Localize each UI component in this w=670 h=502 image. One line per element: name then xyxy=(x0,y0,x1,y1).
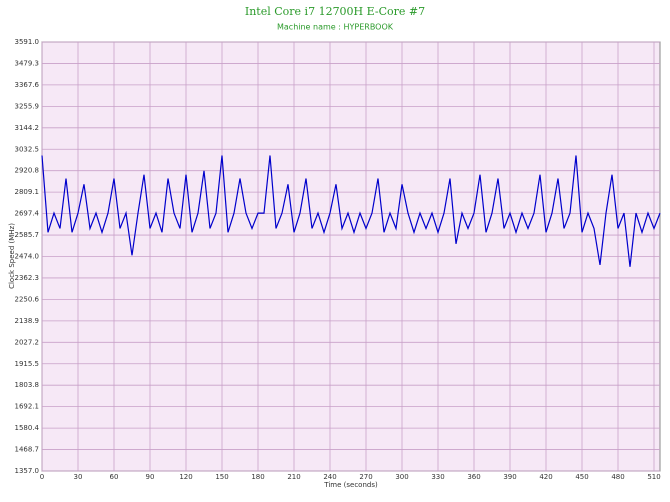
y-tick-label: 3255.9 xyxy=(15,102,40,110)
x-tick-label: 210 xyxy=(287,473,300,481)
y-tick-label: 3144.2 xyxy=(15,124,40,132)
y-tick-label: 3367.6 xyxy=(15,81,40,89)
y-tick-label: 2585.7 xyxy=(15,231,40,239)
y-tick-label: 3032.5 xyxy=(15,145,40,153)
x-tick-label: 150 xyxy=(215,473,228,481)
y-tick-label: 2697.4 xyxy=(15,210,40,218)
x-tick-label: 510 xyxy=(647,473,660,481)
y-tick-label: 2809.1 xyxy=(15,188,40,196)
x-tick-label: 30 xyxy=(74,473,83,481)
y-tick-label: 1468.7 xyxy=(15,446,40,454)
x-tick-label: 0 xyxy=(40,473,44,481)
x-tick-label: 360 xyxy=(467,473,480,481)
x-tick-label: 120 xyxy=(179,473,192,481)
x-tick-label: 270 xyxy=(359,473,372,481)
x-tick-label: 90 xyxy=(146,473,155,481)
chart-title: Intel Core i7 12700H E-Core #7 xyxy=(245,5,425,18)
y-axis-label: Clock Speed (MHz) xyxy=(8,223,16,289)
y-tick-label: 1915.5 xyxy=(15,360,40,368)
x-tick-label: 420 xyxy=(539,473,552,481)
x-tick-label: 450 xyxy=(575,473,588,481)
x-axis-label: Time (seconds) xyxy=(323,481,378,489)
y-tick-label: 1357.0 xyxy=(15,467,40,475)
y-tick-label: 2250.6 xyxy=(15,295,40,303)
x-tick-label: 300 xyxy=(395,473,408,481)
y-tick-label: 2474.0 xyxy=(15,253,40,261)
y-tick-label: 2027.2 xyxy=(15,338,40,346)
x-tick-label: 180 xyxy=(251,473,264,481)
data-line xyxy=(41,155,661,267)
y-tick-label: 2362.3 xyxy=(15,274,40,282)
y-tick-label: 2138.9 xyxy=(15,317,40,325)
y-tick-label: 1692.1 xyxy=(15,403,40,411)
y-tick-label: 1803.8 xyxy=(15,381,40,389)
chart-subtitle: Machine name : HYPERBOOK xyxy=(277,23,394,32)
y-tick-label: 1580.4 xyxy=(15,424,40,432)
x-tick-label: 390 xyxy=(503,473,516,481)
x-tick-label: 240 xyxy=(323,473,336,481)
x-tick-label: 480 xyxy=(611,473,624,481)
y-tick-label: 3591.0 xyxy=(15,38,40,46)
y-tick-label: 3479.3 xyxy=(15,59,40,67)
x-tick-label: 330 xyxy=(431,473,444,481)
x-tick-label: 60 xyxy=(110,473,119,481)
y-tick-label: 2920.8 xyxy=(15,167,40,175)
